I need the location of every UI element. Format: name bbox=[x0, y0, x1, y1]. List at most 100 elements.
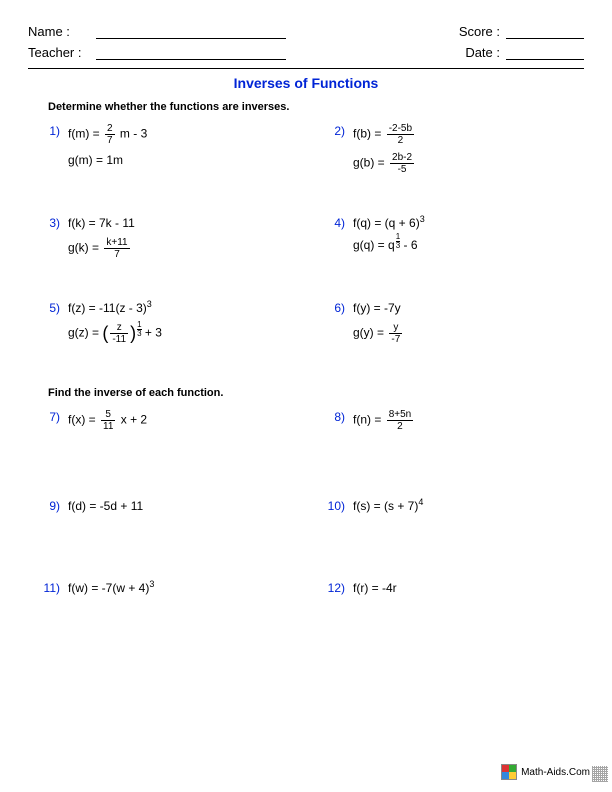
header-row-1: Name : Score : bbox=[28, 24, 584, 39]
problem-4: 4) f(q) = (q + 6)3 g(q) = q13 - 6 bbox=[313, 215, 574, 266]
date-field: Date : bbox=[448, 45, 584, 60]
g-tail: + 3 bbox=[142, 326, 162, 340]
sup: 4 bbox=[418, 497, 423, 507]
lhs: f(x) = bbox=[68, 413, 96, 427]
fraction: 8+5n2 bbox=[387, 409, 414, 432]
problem-body: f(k) = 7k - 11 g(k) = k+117 bbox=[68, 215, 135, 266]
f-text: f(q) = (q + 6) bbox=[353, 216, 420, 230]
eq-g: g(b) = 2b-2-5 bbox=[353, 152, 416, 175]
sup-fraction: 13 bbox=[396, 233, 400, 250]
problem-number: 7) bbox=[28, 409, 68, 425]
problem-body: f(m) = 27 m - 3 g(m) = 1m bbox=[68, 123, 147, 174]
g-lhs: g(b) = bbox=[353, 156, 385, 170]
problem-number: 1) bbox=[28, 123, 68, 139]
f-lhs: f(b) = bbox=[353, 127, 381, 141]
problem-number: 11) bbox=[28, 580, 68, 596]
date-label: Date : bbox=[448, 45, 506, 60]
problem-body: f(x) = 511 x + 2 bbox=[68, 409, 147, 432]
worksheet-page: Name : Score : Teacher : Date : Inverses… bbox=[0, 0, 612, 792]
eq-f: f(z) = -11(z - 3)3 bbox=[68, 300, 162, 316]
problem-number: 3) bbox=[28, 215, 68, 231]
g-lhs: g(y) = bbox=[353, 326, 384, 340]
problem-number: 9) bbox=[28, 498, 68, 514]
paren-open: ( bbox=[102, 326, 108, 340]
section2-instruction: Find the inverse of each function. bbox=[48, 387, 584, 399]
f-text: f(z) = -11(z - 3) bbox=[68, 301, 147, 315]
sup: 3 bbox=[149, 579, 154, 589]
lhs: f(n) = bbox=[353, 413, 381, 427]
problem-body: f(q) = (q + 6)3 g(q) = q13 - 6 bbox=[353, 215, 425, 261]
eq-g: g(z) = (z-11)13 + 3 bbox=[68, 322, 162, 345]
logo-icon bbox=[501, 764, 517, 780]
teacher-field: Teacher : bbox=[28, 45, 286, 60]
fraction: 511 bbox=[101, 409, 115, 432]
name-field: Name : bbox=[28, 24, 286, 39]
footer-site: Math-Aids.Com bbox=[521, 767, 590, 778]
problem-10: 10) f(s) = (s + 7)4 bbox=[313, 498, 574, 520]
problem-3: 3) f(k) = 7k - 11 g(k) = k+117 bbox=[28, 215, 289, 266]
tail: x + 2 bbox=[121, 413, 147, 427]
eq-f: f(q) = (q + 6)3 bbox=[353, 215, 425, 231]
problem-number: 8) bbox=[313, 409, 353, 425]
header-rule bbox=[28, 68, 584, 69]
problem-number: 5) bbox=[28, 300, 68, 316]
problem-body: f(b) = -2-5b2 g(b) = 2b-2-5 bbox=[353, 123, 416, 181]
f-sup: 3 bbox=[147, 299, 152, 309]
f-sup: 3 bbox=[420, 214, 425, 224]
problem-number: 10) bbox=[313, 498, 353, 514]
problem-number: 12) bbox=[313, 580, 353, 596]
section1-problems: 1) f(m) = 27 m - 3 g(m) = 1m 2) f(b) = -… bbox=[28, 123, 584, 351]
problem-number: 6) bbox=[313, 300, 353, 316]
score-blank[interactable] bbox=[506, 24, 584, 39]
problem-body: f(n) = 8+5n2 bbox=[353, 409, 415, 432]
page-title: Inverses of Functions bbox=[28, 75, 584, 91]
teacher-label: Teacher : bbox=[28, 45, 96, 60]
g-lhs: g(k) = bbox=[68, 241, 99, 255]
eq-g: g(q) = q13 - 6 bbox=[353, 237, 425, 255]
eq-f: f(b) = -2-5b2 bbox=[353, 123, 416, 146]
paren-close: ) bbox=[130, 326, 136, 340]
problem-12: 12) f(r) = -4r bbox=[313, 580, 574, 602]
problem-6: 6) f(y) = -7y g(y) = y-7 bbox=[313, 300, 574, 351]
footer: Math-Aids.Com bbox=[501, 764, 590, 780]
f-tail: m - 3 bbox=[120, 127, 147, 141]
problem-9: 9) f(d) = -5d + 11 bbox=[28, 498, 289, 520]
fraction: y-7 bbox=[389, 322, 402, 345]
g-tail: - 6 bbox=[400, 238, 417, 252]
problem-number: 4) bbox=[313, 215, 353, 231]
score-field: Score : bbox=[448, 24, 584, 39]
problem-8: 8) f(n) = 8+5n2 bbox=[313, 409, 574, 438]
section1-instruction: Determine whether the functions are inve… bbox=[48, 101, 584, 113]
date-blank[interactable] bbox=[506, 45, 584, 60]
problem-body: f(y) = -7y g(y) = y-7 bbox=[353, 300, 404, 351]
problem-7: 7) f(x) = 511 x + 2 bbox=[28, 409, 289, 438]
fraction: -2-5b2 bbox=[387, 123, 414, 146]
f-lhs: f(m) = bbox=[68, 127, 100, 141]
problem-body: f(d) = -5d + 11 bbox=[68, 498, 143, 514]
eq-g: g(k) = k+117 bbox=[68, 237, 135, 260]
problem-2: 2) f(b) = -2-5b2 g(b) = 2b-2-5 bbox=[313, 123, 574, 181]
fraction: z-11 bbox=[110, 322, 128, 345]
body-text: f(w) = -7(w + 4) bbox=[68, 581, 149, 595]
problem-body: f(r) = -4r bbox=[353, 580, 397, 596]
qr-icon bbox=[592, 766, 608, 782]
eq-g: g(y) = y-7 bbox=[353, 322, 404, 345]
problem-5: 5) f(z) = -11(z - 3)3 g(z) = (z-11)13 + … bbox=[28, 300, 289, 351]
teacher-blank[interactable] bbox=[96, 45, 286, 60]
problem-number: 2) bbox=[313, 123, 353, 139]
eq-g: g(m) = 1m bbox=[68, 152, 147, 168]
header-row-2: Teacher : Date : bbox=[28, 45, 584, 60]
fraction: 2b-2-5 bbox=[390, 152, 414, 175]
section2-problems: 7) f(x) = 511 x + 2 8) f(n) = 8+5n2 9) f… bbox=[28, 409, 584, 602]
name-blank[interactable] bbox=[96, 24, 286, 39]
fraction: 27 bbox=[105, 123, 115, 146]
sup-fraction: 13 bbox=[137, 321, 141, 338]
eq-f: f(y) = -7y bbox=[353, 300, 404, 316]
body-text: f(s) = (s + 7) bbox=[353, 499, 418, 513]
g-pre: g(q) = q bbox=[353, 238, 395, 252]
problem-1: 1) f(m) = 27 m - 3 g(m) = 1m bbox=[28, 123, 289, 181]
fraction: k+117 bbox=[104, 237, 129, 260]
problem-11: 11) f(w) = -7(w + 4)3 bbox=[28, 580, 289, 602]
problem-body: f(s) = (s + 7)4 bbox=[353, 498, 423, 514]
problem-body: f(z) = -11(z - 3)3 g(z) = (z-11)13 + 3 bbox=[68, 300, 162, 351]
